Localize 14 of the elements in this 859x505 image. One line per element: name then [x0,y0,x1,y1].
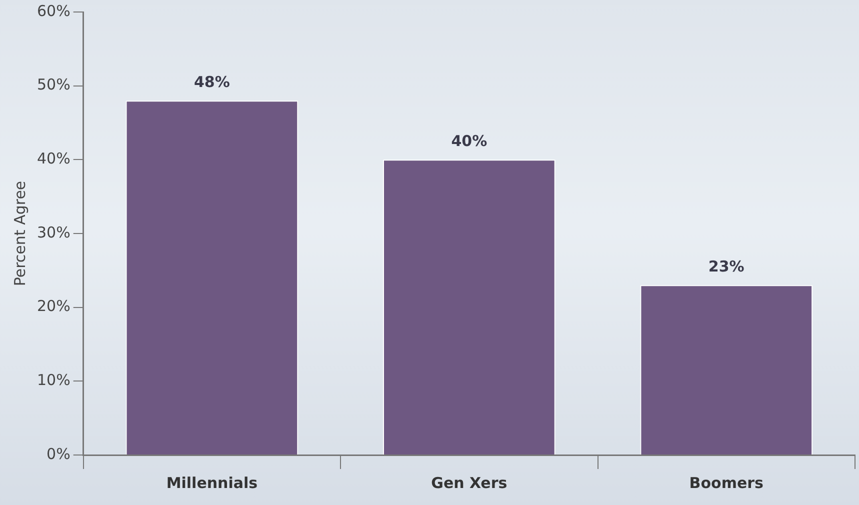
y-tick-label: 40% [36,150,70,168]
y-tick-label: 10% [36,371,70,390]
data-label: 40% [451,132,488,150]
data-label: 48% [194,72,230,91]
y-tick-label: 0% [46,444,70,463]
y-tick-label: 30% [36,223,70,242]
y-tick-label: 20% [36,297,70,316]
x-tick-label: Millennials [166,474,258,492]
x-tick-label: Boomers [689,474,764,492]
x-tick-label: Gen Xers [431,474,508,492]
y-tick-label: 50% [36,76,70,94]
y-axis-title: Percent Agree [10,180,29,286]
y-tick-label: 60% [36,2,70,20]
data-label: 23% [708,258,744,276]
